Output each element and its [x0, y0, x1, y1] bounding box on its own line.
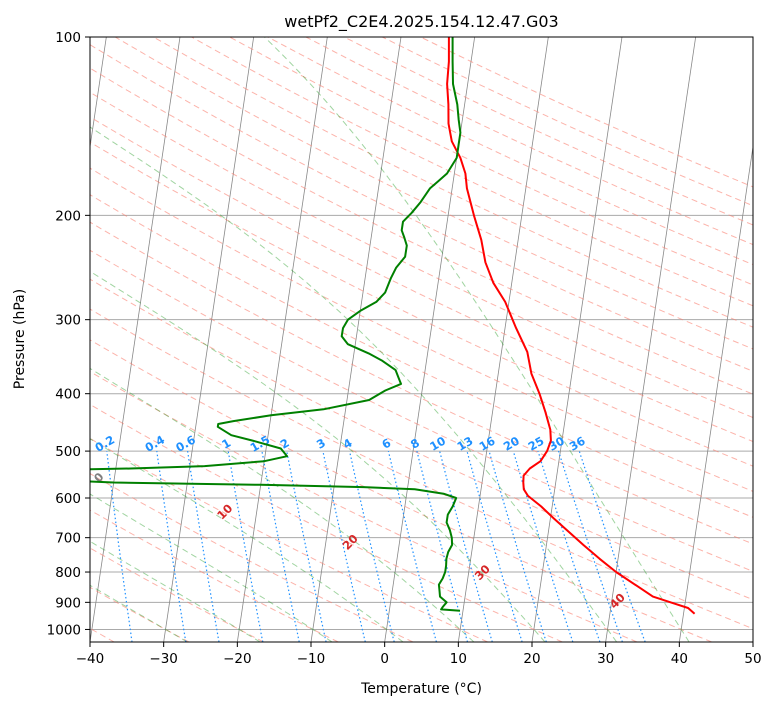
- dry-adiabat-line: [421, 37, 775, 642]
- x-tick-label: −40: [76, 651, 105, 667]
- adiabat-label: 40: [607, 590, 628, 611]
- moist-adiabat-line: [0, 37, 260, 642]
- isotherm-line: [753, 37, 775, 642]
- mixing-ratio-line: [538, 451, 600, 642]
- moist-adiabat-line: [0, 37, 187, 642]
- y-tick-label: 300: [55, 313, 81, 329]
- moist-adiabat-line: [0, 37, 545, 642]
- y-tick-label: 700: [55, 531, 81, 547]
- y-axis-title: Pressure (hPa): [12, 289, 28, 389]
- plot-area: 0.10.20.40.611.52346810131620253036-100-…: [0, 37, 775, 642]
- adiabat-label: -10: [0, 446, 17, 471]
- dry-adiabat-line: [192, 37, 775, 642]
- mixing-ratio-line: [467, 451, 522, 642]
- dry-adiabat-line: [0, 37, 338, 642]
- moist-adiabat-line: [265, 37, 690, 642]
- isotherm-line: [679, 37, 769, 642]
- x-tick-label: −10: [297, 651, 326, 667]
- temperature-line: [447, 37, 694, 614]
- x-tick-label: −30: [149, 651, 178, 667]
- dry-adiabat-line: [153, 37, 775, 642]
- mixing-ratio-label: 3: [314, 436, 328, 452]
- adiabat-label: 10: [214, 501, 235, 522]
- x-tick-label: 50: [744, 651, 761, 667]
- mixing-ratio-line: [188, 451, 219, 642]
- x-tick-label: −20: [223, 651, 252, 667]
- dry-adiabat-line: [39, 37, 775, 642]
- mixing-ratio-line: [440, 451, 493, 642]
- mixing-ratio-line: [228, 451, 263, 642]
- x-tick-label: 40: [671, 651, 688, 667]
- mixing-ratio-label: 4: [341, 436, 355, 452]
- mixing-ratio-line: [513, 451, 573, 642]
- dry-adiabat-line: [0, 37, 413, 642]
- mixing-ratio-line: [287, 451, 326, 642]
- mixing-ratio-line: [350, 451, 395, 642]
- adiabat-label: 20: [340, 531, 361, 552]
- dry-adiabat-line: [306, 37, 775, 642]
- mixing-ratio-line: [157, 451, 186, 642]
- x-tick-label: 30: [597, 651, 614, 667]
- dry-adiabat-line: [77, 37, 775, 642]
- isotherm-line: [164, 37, 254, 642]
- x-axis: −40 −30 −20 −10 0 10 20 30 40 50: [76, 642, 762, 667]
- y-tick-label: 400: [55, 387, 81, 403]
- chart-title: wetPf2_C2E4.2025.154.12.47.G03: [284, 12, 558, 32]
- y-tick-label: 800: [55, 565, 81, 581]
- dry-adiabat-line: [0, 37, 488, 642]
- isotherm-line: [90, 37, 180, 642]
- mixing-ratio-line: [388, 451, 436, 642]
- isotherm-line: [311, 37, 401, 642]
- y-axis: 100 200 300 400 500 600 700 800 900 1000: [47, 30, 90, 638]
- x-tick-label: 10: [450, 651, 467, 667]
- y-tick-label: 900: [55, 595, 81, 611]
- isotherm-line: [606, 37, 696, 642]
- x-tick-label: 0: [380, 651, 389, 667]
- mixing-ratio-label: 1: [219, 436, 233, 452]
- y-tick-label: 1000: [47, 622, 81, 638]
- x-tick-label: 20: [523, 651, 540, 667]
- isotherm-line: [237, 37, 327, 642]
- dry-adiabat-line: [0, 37, 264, 642]
- moist-adiabat-line: [0, 37, 403, 642]
- y-tick-label: 600: [55, 491, 81, 507]
- y-tick-label: 100: [55, 30, 81, 46]
- dry-adiabat-line: [382, 37, 775, 642]
- mixing-ratio-label: 6: [379, 436, 393, 452]
- y-tick-label: 200: [55, 208, 81, 224]
- y-tick-label: 500: [55, 444, 81, 460]
- mixing-ratio-line: [107, 451, 132, 642]
- isotherm-line: [458, 37, 548, 642]
- plot-frame: [90, 37, 753, 642]
- x-axis-title: Temperature (°C): [360, 681, 482, 697]
- dry-adiabat-line: [0, 37, 189, 642]
- isotherm-line: [532, 37, 622, 642]
- isotherm-line: [16, 37, 106, 642]
